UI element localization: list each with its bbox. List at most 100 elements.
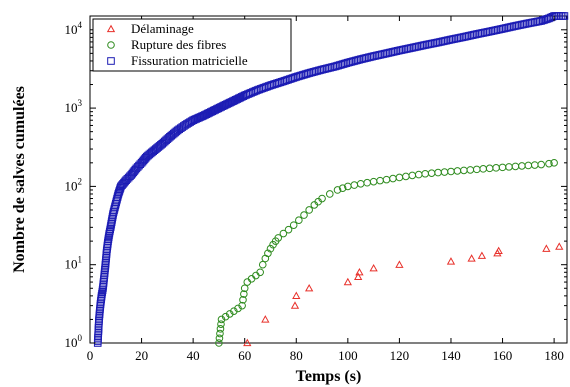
data-point-circle	[215, 334, 224, 343]
data-point-circle	[505, 163, 513, 171]
data-point-circle	[252, 271, 260, 280]
data-point-circle	[408, 171, 417, 180]
data-point-triangle	[494, 246, 503, 255]
x-tick-label: 120	[390, 348, 410, 363]
data-point-triangle	[477, 251, 487, 259]
data-point-circle	[550, 159, 558, 167]
data-point-circle	[217, 320, 225, 328]
data-point-circle	[238, 301, 246, 310]
x-axis-tick-labels: 0 20 40 60 80 100 120 140 160 180	[87, 348, 564, 363]
series-square	[93, 12, 569, 347]
data-point-circle	[427, 169, 436, 177]
data-point-triangle	[261, 315, 270, 323]
data-point-triangle	[305, 283, 314, 292]
data-point-circle	[434, 168, 442, 177]
data-point-circle	[414, 170, 423, 179]
data-point-square	[560, 12, 569, 20]
data-point-circle	[382, 175, 391, 184]
data-point-square	[123, 175, 132, 183]
y-tick-base: 10	[65, 22, 78, 37]
x-tick-label: 0	[87, 348, 94, 363]
data-point-triangle	[395, 260, 404, 268]
y-tick-label: 104	[65, 20, 83, 37]
data-point-circle	[318, 194, 326, 203]
data-point-circle	[537, 160, 546, 169]
series-circle	[215, 159, 558, 347]
data-point-circle	[239, 296, 247, 304]
data-point-circle	[305, 206, 313, 214]
x-tick-label: 160	[493, 348, 513, 363]
data-point-circle	[421, 169, 429, 178]
legend-label: Fissuration matricielle	[131, 53, 248, 68]
data-point-circle	[492, 164, 500, 172]
data-point-circle	[395, 173, 404, 182]
plot-frame	[89, 15, 568, 344]
y-tick-base: 10	[65, 178, 78, 193]
data-point-circle	[524, 161, 533, 170]
y-tick-exponent: 3	[78, 98, 83, 108]
data-point-triangle	[355, 267, 364, 276]
data-point-circle	[402, 172, 410, 181]
data-point-triangle	[446, 257, 456, 265]
y-tick-label: 100	[65, 333, 83, 350]
y-tick-base: 10	[65, 335, 78, 350]
data-point-circle	[479, 165, 488, 173]
x-tick-label: 100	[338, 348, 358, 363]
data-point-circle	[498, 163, 507, 172]
data-point-circle	[295, 216, 303, 225]
data-point-circle	[266, 244, 275, 253]
y-tick-exponent: 2	[78, 176, 83, 186]
data-point-square	[133, 163, 142, 171]
legend-marker-circle	[107, 41, 115, 49]
data-point-circle	[485, 164, 494, 173]
data-point-circle	[511, 162, 520, 171]
data-point-circle	[243, 278, 252, 286]
y-tick-base: 10	[65, 257, 78, 272]
data-point-triangle	[467, 254, 476, 262]
data-point-circle	[274, 234, 283, 242]
data-point-circle	[284, 225, 293, 234]
data-point-circle	[518, 162, 526, 170]
y-tick-label: 103	[65, 98, 83, 115]
data-point-circle	[453, 167, 462, 175]
data-point-circle	[264, 249, 272, 258]
legend-label: Délaminage	[131, 21, 194, 36]
x-tick-label: 80	[290, 348, 303, 363]
data-point-circle	[350, 181, 359, 189]
y-tick-label: 101	[65, 255, 83, 272]
data-point-circle	[472, 165, 481, 174]
y-tick-base: 10	[65, 100, 78, 115]
data-point-circle	[376, 176, 384, 185]
data-point-circle	[363, 178, 371, 187]
data-point-circle	[240, 284, 249, 293]
data-point-triangle	[369, 263, 378, 272]
data-point-circle	[258, 260, 267, 269]
data-point-circle	[356, 179, 365, 188]
legend-label: Rupture des fibres	[131, 37, 226, 52]
x-tick-label: 180	[544, 348, 564, 363]
data-point-circle	[369, 177, 378, 186]
data-point-triangle	[343, 277, 352, 286]
x-tick-label: 140	[441, 348, 461, 363]
x-axis-title: Temps (s)	[296, 368, 362, 385]
x-tick-label: 60	[238, 348, 251, 363]
data-point-square	[132, 164, 141, 173]
data-point-circle	[389, 174, 397, 183]
data-point-triangle	[243, 338, 252, 347]
data-point-circle	[289, 221, 298, 229]
data-point-circle	[447, 167, 455, 176]
data-point-circle	[333, 186, 342, 194]
data-point-circle	[256, 268, 264, 277]
plot-area	[89, 12, 569, 347]
data-point-circle	[460, 166, 468, 175]
data-point-circle	[216, 325, 225, 333]
data-point-triangle	[292, 291, 301, 299]
data-point-circle	[215, 339, 223, 347]
data-point-circle	[216, 329, 224, 338]
legend-marker-square	[107, 57, 115, 65]
data-point-triangle	[555, 242, 564, 250]
data-point-circle	[530, 161, 539, 169]
legend-marker-triangle	[106, 24, 116, 33]
